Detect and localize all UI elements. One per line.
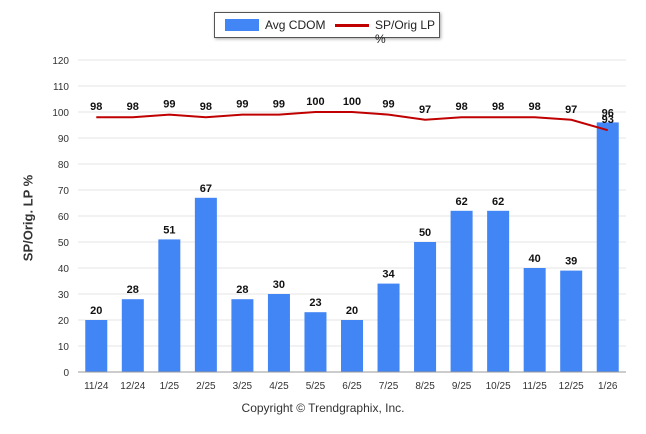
bar-value-label: 62 [455,196,467,208]
bar [267,294,290,372]
bar [377,283,400,372]
legend: Avg CDOM SP/Orig LP % [214,12,440,46]
bar [341,320,363,372]
bar-value-label: 30 [273,279,285,291]
bar-value-label: 20 [90,305,102,317]
line-value-label: 97 [565,104,577,116]
line-series [96,111,609,132]
x-tick-label: 6/25 [342,381,362,392]
bar-value-label: 62 [492,196,504,208]
y-tick-labels: 0 10 20 30 40 50 60 70 80 90 100 110 120 [52,56,69,379]
x-tick-label: 12/25 [559,381,584,392]
legend-line-label: SP/Orig LP % [375,18,435,46]
y-tick-label: 40 [58,264,70,275]
line-value-label: 99 [163,99,175,111]
y-tick-label: 0 [63,368,69,379]
line-value-label: 93 [602,114,614,126]
bar-value-label: 51 [163,224,175,236]
bar [304,312,327,372]
y-tick-label: 90 [58,134,70,145]
line-value-label: 99 [382,99,394,111]
y-tick-label: 10 [58,342,70,353]
line-value-label: 98 [529,101,541,113]
x-tick-label: 12/24 [120,381,145,392]
bar-value-label: 50 [419,227,431,239]
x-tick-label: 5/25 [306,381,326,392]
legend-bar-swatch [225,19,259,31]
bar-value-label: 40 [529,253,541,265]
y-axis-label: SP/Orig. LP % [20,174,36,262]
y-tick-label: 80 [58,160,70,171]
bar-value-label: 23 [309,297,321,309]
y-tick-label: 110 [53,82,69,93]
bar-value-label: 28 [236,284,248,296]
y-tick-label: 30 [58,290,70,301]
bar-value-label: 20 [346,305,358,317]
line-value-label: 99 [273,99,285,111]
bar-value-label: 96 [602,107,614,119]
bar [560,270,583,372]
line-path [96,111,609,132]
bar-value-label: 39 [565,256,577,268]
x-tick-labels: 11/24 12/24 1/25 2/25 3/25 4/25 5/25 6/25 7/25 8/… [84,381,618,392]
bar [523,268,546,372]
line-value-label: 100 [343,96,361,108]
bars [85,122,619,373]
bar [231,299,254,372]
bar [414,242,437,372]
bar [487,210,510,372]
x-tick-label: 11/24 [84,381,109,392]
line-value-label: 99 [236,99,248,111]
line-data-labels: 98 98 99 98 99 99 100 100 99 97 98 98 98 97 93 [90,96,614,126]
bar [158,239,181,372]
bar [596,122,619,373]
x-tick-label: 7/25 [379,381,399,392]
y-tick-label: 60 [58,212,70,223]
line-value-label: 98 [492,101,504,113]
x-tick-label: 10/25 [486,381,511,392]
copyright-text: Copyright © Trendgraphix, Inc. [241,401,405,415]
x-tick-label: 8/25 [415,381,435,392]
line-value-label: 98 [127,101,139,113]
x-tick-label: 3/25 [233,381,253,392]
bar-value-label: 34 [382,269,395,281]
x-tick-label: 2/25 [196,381,216,392]
bar [194,197,217,372]
line-value-label: 100 [306,96,324,108]
bar [121,299,144,372]
bar [450,210,473,372]
line-value-label: 98 [90,101,102,113]
line-value-label: 98 [200,101,212,113]
line-value-label: 97 [419,104,431,116]
bar-value-label: 67 [200,183,212,195]
line-value-label: 98 [455,101,467,113]
x-tick-label: 4/25 [269,381,289,392]
x-tick-label: 1/25 [160,381,180,392]
legend-bar-label: Avg CDOM [265,18,326,32]
x-tick-label: 1/26 [598,381,618,392]
bar-value-label: 28 [127,284,139,296]
x-tick-label: 9/25 [452,381,472,392]
bar [85,320,108,372]
y-tick-label: 100 [52,108,69,119]
y-tick-label: 120 [52,56,69,67]
legend-line-swatch [335,24,369,27]
x-tick-label: 11/25 [523,381,548,392]
bar-data-labels: 20 28 51 67 28 30 23 20 34 50 62 62 40 39 96 [90,107,614,317]
y-tick-label: 20 [58,316,70,327]
y-tick-label: 70 [58,186,70,197]
y-tick-label: 50 [58,238,70,249]
